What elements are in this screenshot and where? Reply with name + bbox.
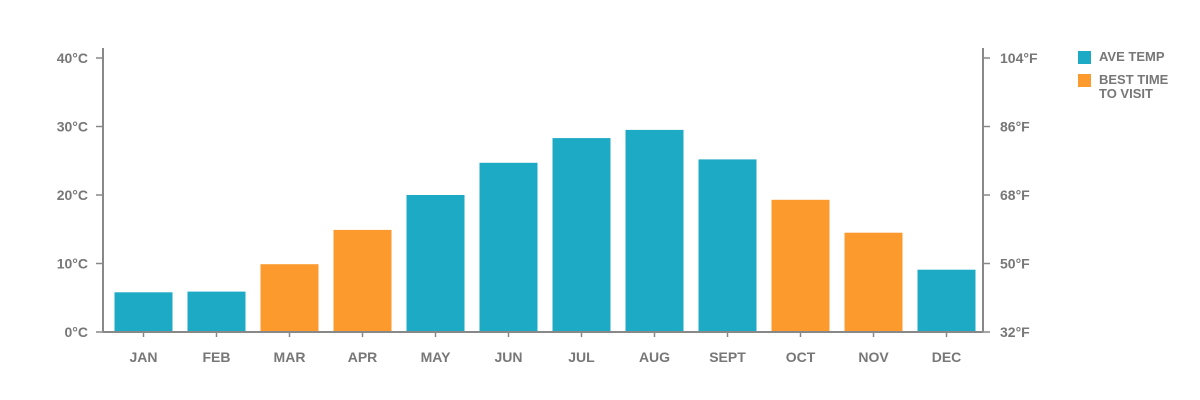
x-tick-label: JUN bbox=[494, 349, 522, 365]
y-tick-label-left: 20°C bbox=[57, 187, 88, 203]
x-tick-label: JUL bbox=[568, 349, 595, 365]
legend-label: AVE TEMP bbox=[1099, 49, 1165, 64]
legend-label: BEST TIME TO VISIT bbox=[1099, 72, 1169, 101]
bars-group bbox=[114, 129, 976, 332]
y-tick-label-left: 30°C bbox=[57, 119, 88, 135]
y-ticks-left-group: 0°C 10°C 20°C 30°C 40°C bbox=[57, 50, 103, 340]
x-ticks-group: JAN FEB MAR APR MAY JUN JUL AUG SEPT OCT NOV DEC bbox=[129, 332, 961, 365]
bar-sept bbox=[698, 159, 757, 332]
bar-apr bbox=[333, 229, 392, 332]
bar-feb bbox=[187, 291, 246, 332]
x-tick-label: MAY bbox=[421, 349, 451, 365]
bar-nov bbox=[844, 232, 903, 332]
bar-aug bbox=[625, 129, 684, 332]
bar-jul bbox=[552, 138, 611, 332]
y-tick-label-left: 40°C bbox=[57, 50, 88, 66]
legend-swatch bbox=[1078, 74, 1091, 87]
bar-dec bbox=[917, 269, 976, 332]
x-tick-label: MAR bbox=[274, 349, 306, 365]
y-tick-label-left: 10°C bbox=[57, 256, 88, 272]
x-tick-label: AUG bbox=[639, 349, 670, 365]
x-tick-label: APR bbox=[348, 349, 378, 365]
y-tick-label-right: 104°F bbox=[1000, 50, 1038, 66]
bar-jan bbox=[114, 292, 173, 332]
bar-mar bbox=[260, 264, 319, 332]
axes-group bbox=[102, 48, 984, 333]
bar-jun bbox=[479, 162, 538, 332]
y-tick-label-right: 50°F bbox=[1000, 256, 1030, 272]
legend-item: AVE TEMP bbox=[1078, 50, 1188, 64]
bar-oct bbox=[771, 199, 830, 332]
y-tick-label-left: 0°C bbox=[65, 324, 89, 340]
x-tick-label: FEB bbox=[203, 349, 231, 365]
x-tick-label: OCT bbox=[786, 349, 816, 365]
y-tick-label-right: 86°F bbox=[1000, 119, 1030, 135]
legend-item: BEST TIME TO VISIT bbox=[1078, 73, 1188, 101]
y-ticks-right-group: 32°F 50°F 68°F 86°F 104°F bbox=[983, 50, 1038, 340]
x-tick-label: DEC bbox=[932, 349, 962, 365]
bar-may bbox=[406, 195, 465, 332]
y-tick-label-right: 68°F bbox=[1000, 187, 1030, 203]
legend: AVE TEMP BEST TIME TO VISIT bbox=[1078, 50, 1188, 110]
x-tick-label: JAN bbox=[129, 349, 157, 365]
y-tick-label-right: 32°F bbox=[1000, 324, 1030, 340]
x-tick-label: NOV bbox=[858, 349, 889, 365]
x-tick-label: SEPT bbox=[709, 349, 746, 365]
legend-swatch bbox=[1078, 51, 1091, 64]
